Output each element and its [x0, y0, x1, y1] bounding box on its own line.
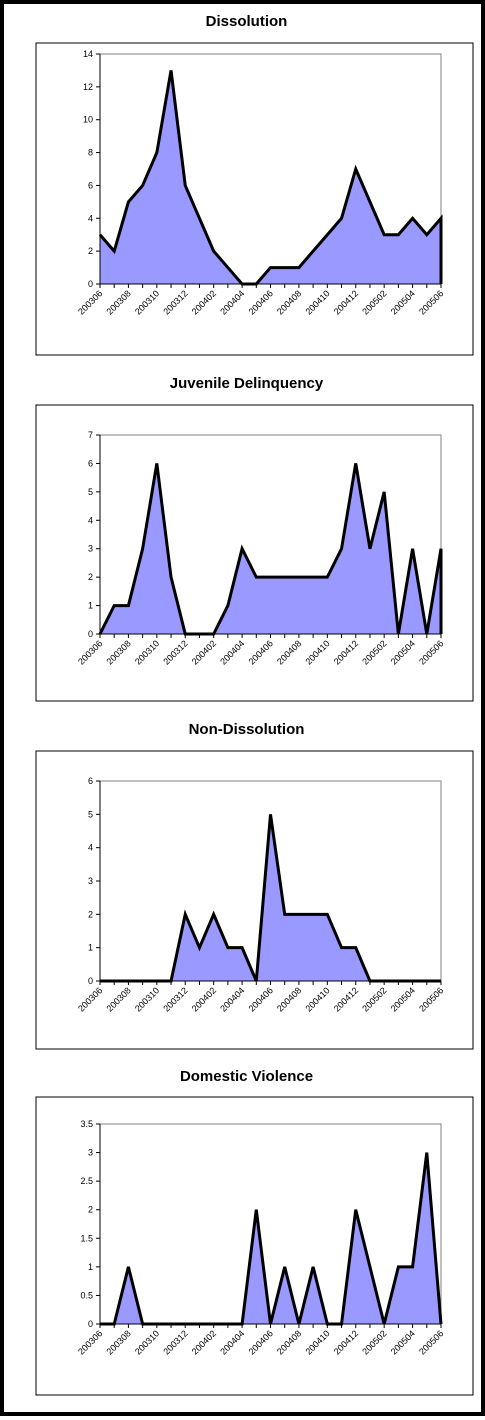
chart-title: Domestic Violence	[180, 1068, 313, 1085]
series-area-fill	[100, 70, 441, 284]
x-tick-label: 200308	[105, 1328, 133, 1356]
y-tick-label: 4	[88, 515, 93, 525]
x-tick-label: 200412	[332, 985, 360, 1013]
x-tick-label: 200402	[190, 985, 218, 1013]
x-tick-label: 200308	[105, 288, 133, 316]
x-tick-label: 200310	[133, 985, 161, 1013]
x-tick-label: 200412	[332, 1328, 360, 1356]
y-tick-label: 4	[88, 843, 93, 853]
y-tick-label: 0.5	[80, 1290, 93, 1300]
x-tick-label: 200312	[161, 638, 189, 666]
y-tick-label: 5	[88, 487, 93, 497]
x-tick-label: 200412	[332, 638, 360, 666]
x-tick-label: 200310	[133, 1328, 161, 1356]
y-tick-label: 2	[88, 246, 93, 256]
y-tick-label: 1	[88, 1262, 93, 1272]
x-tick-label: 200310	[133, 288, 161, 316]
x-tick-label: 200410	[303, 1328, 331, 1356]
x-tick-label: 200506	[417, 638, 445, 666]
x-tick-label: 200404	[218, 638, 246, 666]
x-tick-label: 200502	[360, 638, 388, 666]
y-tick-label: 0	[88, 279, 93, 289]
x-tick-label: 200504	[389, 1328, 417, 1356]
x-tick-label: 200308	[105, 985, 133, 1013]
y-tick-label: 8	[88, 148, 93, 158]
x-tick-label: 200410	[303, 985, 331, 1013]
x-tick-label: 200506	[417, 288, 445, 316]
x-tick-label: 200406	[247, 288, 275, 316]
x-tick-label: 200412	[332, 288, 360, 316]
y-tick-label: 7	[88, 430, 93, 440]
x-tick-label: 200502	[360, 288, 388, 316]
x-tick-label: 200502	[360, 1328, 388, 1356]
series-line	[100, 1153, 441, 1324]
x-tick-label: 200408	[275, 985, 303, 1013]
y-tick-label: 4	[88, 213, 93, 223]
x-tick-label: 200504	[389, 985, 417, 1013]
y-tick-label: 5	[88, 809, 93, 819]
x-tick-label: 200306	[76, 288, 104, 316]
y-tick-label: 1.5	[80, 1233, 93, 1243]
x-tick-label: 200308	[105, 638, 133, 666]
y-tick-label: 14	[83, 49, 93, 59]
y-tick-label: 0	[88, 976, 93, 986]
x-tick-label: 200408	[275, 288, 303, 316]
x-tick-label: 200402	[190, 1328, 218, 1356]
y-tick-label: 12	[83, 82, 93, 92]
y-tick-label: 1	[88, 943, 93, 953]
x-tick-label: 200306	[76, 1328, 104, 1356]
x-tick-label: 200310	[133, 638, 161, 666]
x-tick-label: 200402	[190, 288, 218, 316]
y-tick-label: 3	[88, 1148, 93, 1158]
y-tick-label: 3.5	[80, 1119, 93, 1129]
y-tick-label: 6	[88, 776, 93, 786]
plot-area-frame	[100, 1124, 441, 1324]
y-tick-label: 0	[88, 629, 93, 639]
x-tick-label: 200408	[275, 638, 303, 666]
x-tick-label: 200312	[161, 985, 189, 1013]
x-tick-label: 200406	[247, 638, 275, 666]
y-tick-label: 3	[88, 544, 93, 554]
y-tick-label: 2	[88, 572, 93, 582]
y-tick-label: 1	[88, 601, 93, 611]
chart-title: Dissolution	[206, 13, 288, 30]
x-tick-label: 200306	[76, 638, 104, 666]
y-tick-label: 2.5	[80, 1176, 93, 1186]
x-tick-label: 200312	[161, 288, 189, 316]
x-tick-label: 200404	[218, 985, 246, 1013]
x-tick-label: 200506	[417, 985, 445, 1013]
y-tick-label: 6	[88, 458, 93, 468]
x-tick-label: 200410	[303, 638, 331, 666]
y-tick-label: 0	[88, 1319, 93, 1329]
x-tick-label: 200504	[389, 288, 417, 316]
chart-title: Non-Dissolution	[189, 721, 305, 738]
chart-title: Juvenile Delinquency	[170, 375, 324, 392]
y-tick-label: 3	[88, 876, 93, 886]
y-tick-label: 2	[88, 909, 93, 919]
x-tick-label: 200404	[218, 1328, 246, 1356]
x-tick-label: 200408	[275, 1328, 303, 1356]
x-tick-label: 200312	[161, 1328, 189, 1356]
x-tick-label: 200406	[247, 1328, 275, 1356]
y-tick-label: 6	[88, 180, 93, 190]
series-area-fill	[100, 814, 441, 981]
x-tick-label: 200504	[389, 638, 417, 666]
x-tick-label: 200306	[76, 985, 104, 1013]
y-tick-label: 10	[83, 115, 93, 125]
y-tick-label: 2	[88, 1205, 93, 1215]
x-tick-label: 200404	[218, 288, 246, 316]
x-tick-label: 200502	[360, 985, 388, 1013]
x-tick-label: 200410	[303, 288, 331, 316]
x-tick-label: 200402	[190, 638, 218, 666]
x-tick-label: 200406	[247, 985, 275, 1013]
x-tick-label: 200506	[417, 1328, 445, 1356]
